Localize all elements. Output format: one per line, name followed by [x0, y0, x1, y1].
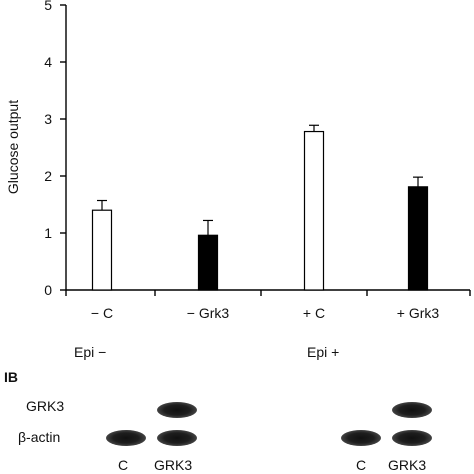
condition-epi-plus: Epi + [307, 344, 340, 360]
band-beta-actin [392, 430, 432, 446]
band-beta-actin [157, 430, 197, 446]
y-axis-label: Glucose output [5, 100, 21, 194]
blot-section-label: IB [4, 369, 18, 385]
y-tick-label: 3 [44, 111, 52, 127]
lane-label-c-1: C [118, 457, 129, 473]
y-tick-label: 0 [44, 282, 52, 298]
blot-row-label-beta-actin: β-actin [18, 429, 61, 445]
lane-label-grk3-2: GRK3 [388, 457, 427, 473]
bar [407, 186, 429, 291]
band-grk3 [157, 402, 197, 418]
band-beta-actin [106, 430, 146, 446]
bar [303, 130, 325, 291]
x-tick-labels: − C − Grk3 + C + Grk3 [91, 305, 440, 321]
chart-axes [60, 4, 471, 296]
bar [197, 234, 219, 291]
lane-label-c-2: C [356, 457, 367, 473]
condition-epi-minus: Epi − [74, 344, 107, 360]
lane-label-grk3-1: GRK3 [154, 457, 193, 473]
bar [91, 209, 113, 291]
chart-bars [91, 130, 429, 291]
y-tick-label: 4 [44, 54, 52, 70]
x-tick-label: − C [91, 305, 113, 321]
blot-row-label-grk3: GRK3 [26, 398, 65, 414]
x-tick-label: + Grk3 [397, 305, 440, 321]
y-tick-label: 2 [44, 168, 52, 184]
y-tick-label: 1 [44, 225, 52, 241]
x-tick-label: + C [303, 305, 325, 321]
chart-error-bars [97, 124, 423, 236]
band-beta-actin [341, 430, 381, 446]
x-tick-label: − Grk3 [187, 305, 230, 321]
band-grk3 [392, 402, 432, 418]
y-tick-label: 5 [44, 0, 52, 13]
y-tick-labels: 0 1 2 3 4 5 [44, 0, 52, 298]
